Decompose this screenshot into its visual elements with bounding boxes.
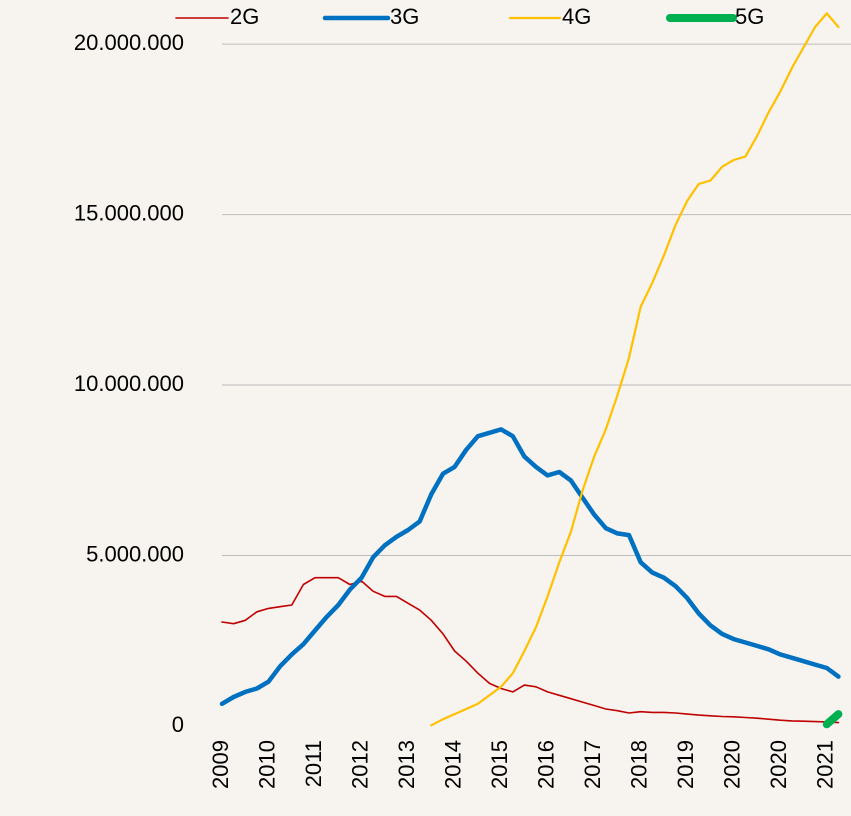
legend-label: 2G <box>230 4 259 29</box>
y-tick-label: 20.000.000 <box>74 30 184 55</box>
y-tick-label: 0 <box>172 712 184 737</box>
x-tick-label: 2019 <box>673 740 698 789</box>
x-tick-label: 2009 <box>208 740 233 789</box>
x-tick-label: 2010 <box>254 740 279 789</box>
legend-label: 3G <box>390 4 419 29</box>
x-tick-label: 2016 <box>533 740 558 789</box>
x-tick-label: 2013 <box>394 740 419 789</box>
y-tick-label: 10.000.000 <box>74 371 184 396</box>
x-tick-label: 2021 <box>813 740 838 789</box>
legend-label: 4G <box>562 4 591 29</box>
x-tick-label: 2012 <box>347 740 372 789</box>
series-line <box>822 710 843 729</box>
x-tick-label: 2011 <box>301 740 326 787</box>
x-tick-label: 2020 <box>766 740 791 789</box>
series-line <box>219 427 841 707</box>
x-tick-label: 2015 <box>487 740 512 789</box>
x-tick-label: 2018 <box>626 740 651 789</box>
y-tick-label: 15.000.000 <box>74 200 184 225</box>
x-tick-label: 2014 <box>440 740 465 789</box>
x-tick-label: 2017 <box>580 740 605 789</box>
series-line <box>221 576 840 724</box>
y-tick-label: 5.000.000 <box>86 541 184 566</box>
x-tick-label: 2020 <box>720 740 745 789</box>
legend-label: 5G <box>735 4 764 29</box>
series-line <box>430 12 840 727</box>
